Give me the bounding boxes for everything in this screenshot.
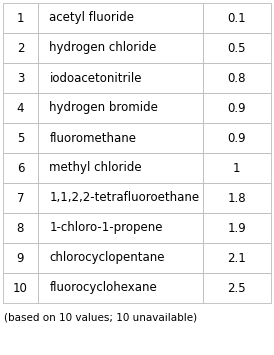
Text: chlorocyclopentane: chlorocyclopentane	[49, 251, 165, 264]
Text: 2.1: 2.1	[227, 251, 246, 264]
Text: hydrogen chloride: hydrogen chloride	[49, 42, 157, 55]
Bar	[38, 243, 203, 273]
Text: 2: 2	[17, 42, 24, 55]
Bar	[203, 93, 271, 123]
Bar	[3, 33, 38, 63]
Bar	[203, 273, 271, 303]
Text: 0.9: 0.9	[227, 102, 246, 115]
Bar	[3, 63, 38, 93]
Bar	[3, 243, 38, 273]
Bar	[38, 273, 203, 303]
Text: iodoacetonitrile: iodoacetonitrile	[49, 71, 142, 84]
Text: 3: 3	[17, 71, 24, 84]
Bar	[38, 213, 203, 243]
Bar	[3, 123, 38, 153]
Text: 9: 9	[17, 251, 24, 264]
Bar	[3, 273, 38, 303]
Text: methyl chloride: methyl chloride	[49, 162, 142, 175]
Text: 8: 8	[17, 222, 24, 235]
Bar	[203, 63, 271, 93]
Bar	[38, 123, 203, 153]
Text: 1: 1	[17, 11, 24, 24]
Text: 6: 6	[17, 162, 24, 175]
Text: 1,1,2,2-tetrafluoroethane: 1,1,2,2-tetrafluoroethane	[49, 191, 199, 204]
Text: hydrogen bromide: hydrogen bromide	[49, 102, 158, 115]
Text: 1.9: 1.9	[227, 222, 246, 235]
Text: 1-chloro-1-propene: 1-chloro-1-propene	[49, 222, 163, 235]
Bar	[38, 93, 203, 123]
Bar	[38, 33, 203, 63]
Text: 0.1: 0.1	[227, 11, 246, 24]
Bar	[38, 183, 203, 213]
Bar	[203, 153, 271, 183]
Text: fluoromethane: fluoromethane	[49, 131, 136, 144]
Text: 0.9: 0.9	[227, 131, 246, 144]
Text: 1: 1	[233, 162, 241, 175]
Text: 1.8: 1.8	[227, 191, 246, 204]
Bar	[3, 93, 38, 123]
Bar	[3, 183, 38, 213]
Bar	[203, 3, 271, 33]
Text: 7: 7	[17, 191, 24, 204]
Text: 0.5: 0.5	[228, 42, 246, 55]
Bar	[38, 153, 203, 183]
Text: (based on 10 values; 10 unavailable): (based on 10 values; 10 unavailable)	[4, 313, 197, 323]
Bar	[203, 213, 271, 243]
Bar	[38, 63, 203, 93]
Text: fluorocyclohexane: fluorocyclohexane	[49, 282, 157, 295]
Text: 10: 10	[13, 282, 28, 295]
Bar	[203, 183, 271, 213]
Bar	[3, 153, 38, 183]
Bar	[3, 3, 38, 33]
Bar	[203, 33, 271, 63]
Bar	[38, 3, 203, 33]
Text: 0.8: 0.8	[228, 71, 246, 84]
Text: 4: 4	[17, 102, 24, 115]
Text: 2.5: 2.5	[227, 282, 246, 295]
Text: 5: 5	[17, 131, 24, 144]
Bar	[203, 243, 271, 273]
Text: acetyl fluoride: acetyl fluoride	[49, 11, 134, 24]
Bar	[3, 213, 38, 243]
Bar	[203, 123, 271, 153]
